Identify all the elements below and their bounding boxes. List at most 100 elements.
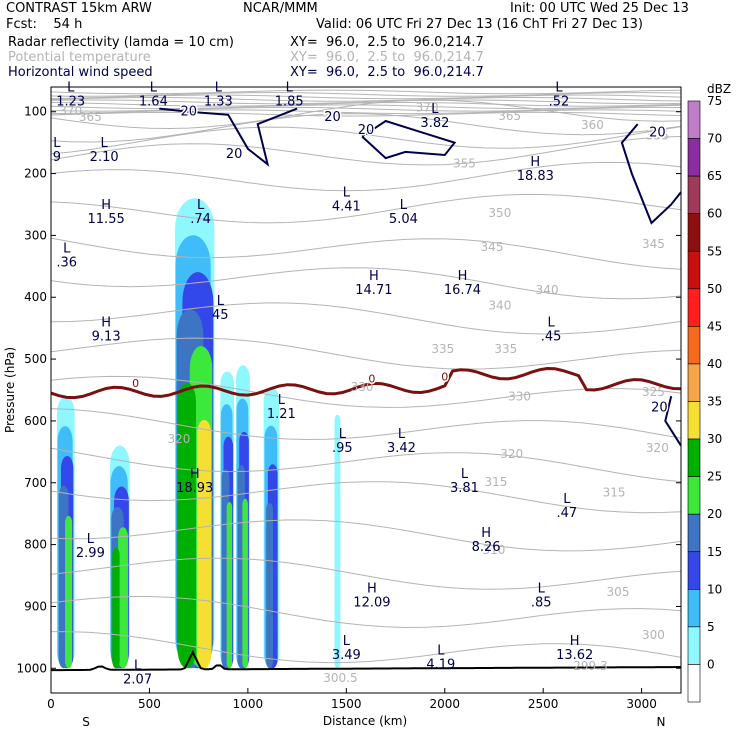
extremum-marker: L	[547, 316, 555, 331]
plot-frame	[50, 86, 682, 694]
extremum-value: .45	[541, 330, 562, 345]
extremum-marker: L	[101, 136, 109, 151]
theta-label: 315	[603, 485, 626, 499]
extremum-value: 16.74	[444, 283, 481, 298]
extremum-value: 11.55	[88, 212, 125, 227]
colorbar-swatch	[687, 288, 701, 327]
extremum-marker: L	[217, 294, 225, 309]
theta-label: 299.3	[573, 659, 607, 673]
extremum-marker: L	[63, 241, 71, 256]
extremum-marker: L	[150, 81, 158, 96]
theta-contour	[50, 237, 682, 270]
colorbar-swatch	[687, 326, 701, 365]
y-tick-label: 600	[24, 414, 47, 428]
extremum-marker: H	[570, 634, 580, 649]
y-axis-label: Pressure (hPa)	[3, 347, 17, 433]
extremum-value: 45	[212, 308, 229, 323]
y-tick-label: 500	[24, 352, 47, 366]
extremum-marker: H	[367, 581, 377, 596]
theta-label: 325	[642, 385, 665, 399]
field-wind-xy: XY= 96.0, 2.5 to 96.0,214.7	[290, 65, 484, 80]
theta-label: 355	[453, 156, 476, 170]
theta-contour-upper	[50, 99, 682, 105]
theta-contour	[50, 408, 682, 441]
extremum-value: 2.07	[123, 673, 152, 688]
theta-contour-upper	[50, 89, 682, 95]
theta-label: 330	[508, 390, 531, 404]
colorbar-label: 5	[707, 620, 715, 634]
extremum-value: .36	[56, 255, 77, 270]
colorbar-swatch	[687, 626, 701, 665]
y-tick-label: 800	[24, 538, 47, 552]
terrain-line	[51, 649, 681, 672]
colorbar-swatch	[687, 401, 701, 440]
model-name: CONTRAST 15km ARW	[6, 1, 152, 16]
field-reflectivity-xy: XY= 96.0, 2.5 to 96.0,214.7	[290, 35, 484, 50]
colorbar-label: 30	[707, 432, 722, 446]
theta-contour	[50, 481, 682, 514]
wind-speed-contour	[620, 123, 682, 225]
extremum-marker: L	[461, 467, 469, 482]
reflectivity-cell-0-lvl-5	[65, 515, 73, 669]
theta-label: 370	[416, 101, 439, 115]
colorbar-label: 35	[707, 395, 722, 409]
extremum-value: .47	[556, 506, 577, 521]
extremum-marker: H	[369, 269, 379, 284]
y-tick-label: 900	[24, 599, 47, 613]
theta-contour	[50, 99, 682, 130]
extremum-value: 1.85	[275, 95, 304, 110]
theta-label: 340	[488, 299, 511, 313]
extremum-value: 8.26	[472, 540, 501, 555]
y-tick-label: 300	[24, 228, 47, 242]
colorbar: dBZ 0 5 10 15 20 25 30 35 40 45 50 55 60 65 70 75	[687, 82, 731, 703]
colorbar-swatch	[687, 476, 701, 515]
reflectivity-cell-2-lvl-6	[177, 382, 196, 669]
theta-contours	[50, 89, 682, 664]
theta-contour	[50, 519, 682, 552]
colorbar-label: 70	[707, 132, 722, 146]
theta-contour	[50, 302, 682, 335]
y-tick-label: 200	[24, 167, 47, 181]
theta-contour	[50, 136, 682, 166]
reflectivity-cell-5-lvl-4	[266, 502, 274, 669]
colorbar-swatch	[687, 513, 701, 553]
theta-contour	[50, 161, 682, 192]
extremum-marker: L	[134, 659, 142, 674]
extremum-marker: L	[555, 81, 563, 96]
theta-contour	[50, 447, 682, 483]
extremum-value: 3.82	[420, 116, 449, 131]
extremum-value: 5.04	[389, 212, 418, 227]
theta-contour-upper	[50, 101, 682, 107]
theta-contour	[50, 337, 682, 370]
wind-label: 20	[324, 110, 341, 125]
theta-label: 330	[351, 380, 374, 394]
theta-label: 310	[483, 543, 506, 557]
y-tick-label: 1000	[16, 661, 47, 675]
extremum-value: 2.10	[90, 150, 119, 165]
wind-contours	[159, 107, 682, 447]
extremum-marker: L	[286, 81, 294, 96]
extremum-marker: L	[197, 198, 205, 213]
x-tick-label: 2500	[528, 697, 559, 711]
extremum-value: 1.23	[56, 95, 85, 110]
extremum-value: 3.49	[332, 648, 361, 663]
theta-label: 365	[79, 110, 102, 124]
extremum-marker: L	[343, 634, 351, 649]
colorbar-swatch	[687, 589, 701, 628]
extremum-value: .95	[332, 441, 353, 456]
extremum-value: .52	[549, 95, 570, 110]
theta-contour	[50, 113, 682, 143]
extremum-value: .85	[531, 595, 552, 610]
y-tick-label: 100	[24, 105, 47, 119]
theta-contour	[50, 631, 682, 664]
extremum-marker: L	[343, 186, 351, 201]
extremum-value: 18.83	[517, 169, 554, 184]
extremum-marker: L	[215, 81, 223, 96]
theta-label: 355	[646, 129, 669, 143]
x-tick-label: 1500	[331, 697, 362, 711]
extremum-value: 2.99	[76, 546, 105, 561]
x-axis-label: Distance (km)	[323, 714, 407, 728]
freezing-label: 0	[132, 377, 139, 390]
